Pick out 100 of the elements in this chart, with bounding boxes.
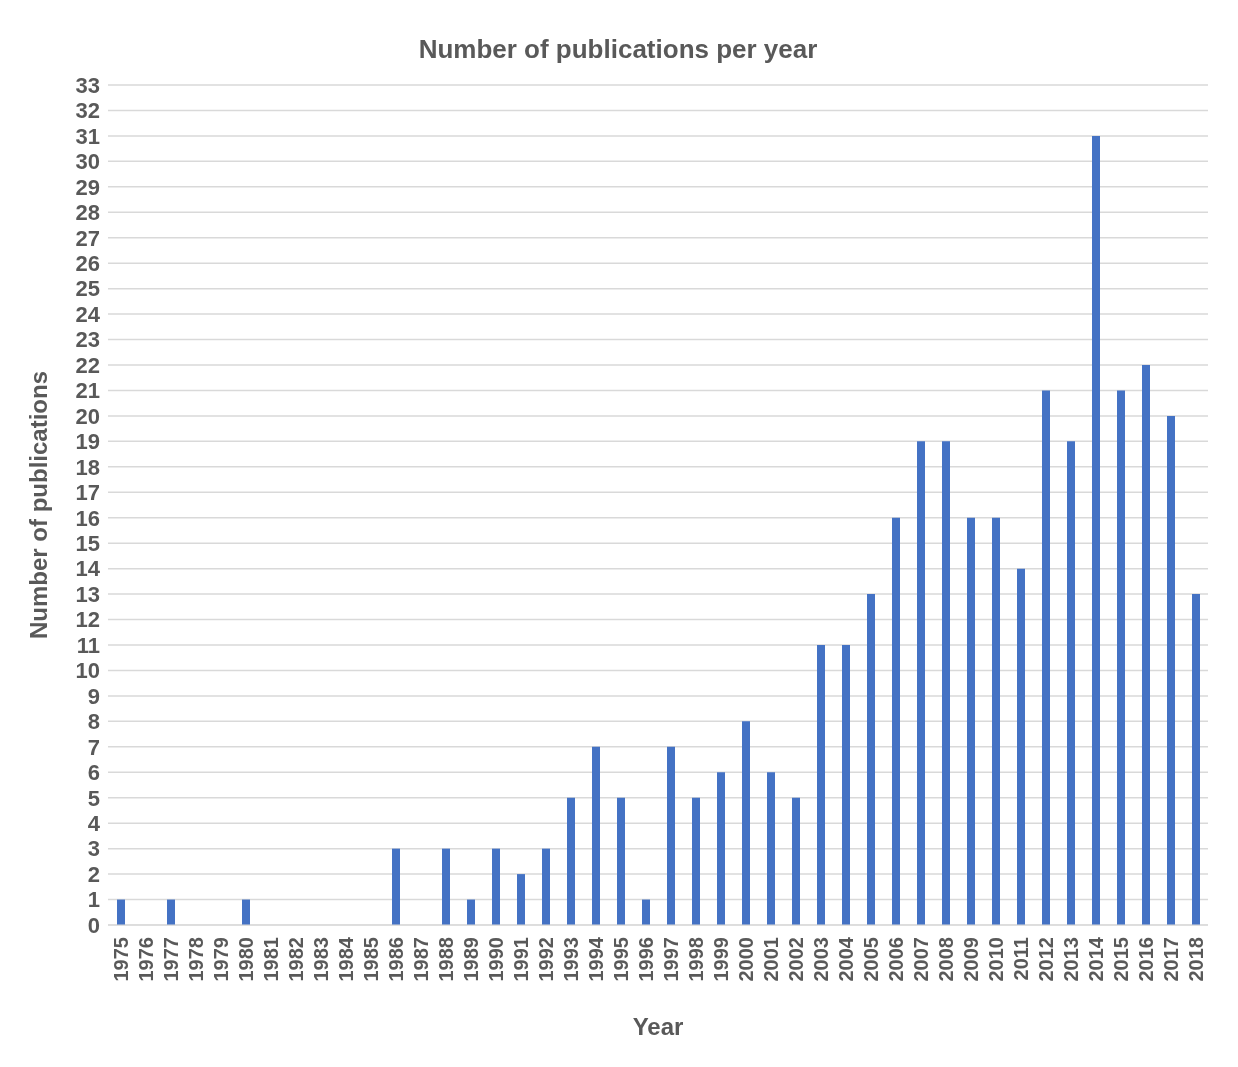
x-tick-label: 2012 bbox=[1034, 937, 1057, 982]
x-tick-label: 2016 bbox=[1134, 937, 1157, 982]
y-tick-label: 12 bbox=[75, 607, 100, 633]
bar bbox=[1167, 415, 1175, 925]
y-tick-label: 23 bbox=[75, 327, 100, 353]
bar bbox=[442, 848, 450, 925]
x-tick-label: 1999 bbox=[709, 937, 732, 982]
bar bbox=[642, 899, 650, 925]
bar bbox=[817, 645, 825, 925]
bar bbox=[1117, 390, 1125, 925]
x-tick-label: 1994 bbox=[584, 936, 607, 982]
bar bbox=[992, 517, 1000, 925]
y-tick-label: 6 bbox=[87, 760, 100, 786]
x-tick-label: 1997 bbox=[659, 937, 682, 982]
bar bbox=[242, 899, 250, 925]
y-tick-label: 10 bbox=[75, 658, 100, 684]
x-tick-label: 2000 bbox=[734, 937, 757, 982]
bar bbox=[1092, 135, 1100, 925]
y-tick-label: 15 bbox=[75, 530, 100, 556]
bar bbox=[792, 797, 800, 925]
x-tick-label: 2003 bbox=[809, 937, 832, 982]
bar bbox=[667, 746, 675, 925]
x-tick-label: 1985 bbox=[359, 937, 382, 982]
y-axis-title: Number of publications bbox=[24, 370, 52, 640]
x-tick-label: 1981 bbox=[259, 937, 282, 982]
x-tick-label: 2010 bbox=[984, 937, 1007, 982]
y-tick-label: 2 bbox=[87, 861, 100, 887]
bar bbox=[1067, 441, 1075, 925]
y-tick-label: 11 bbox=[76, 632, 100, 658]
bar bbox=[842, 645, 850, 925]
y-tick-label: 25 bbox=[75, 276, 100, 302]
y-tick-label: 16 bbox=[75, 505, 100, 531]
y-tick-label: 28 bbox=[75, 200, 100, 226]
y-tick-label: 32 bbox=[75, 98, 100, 124]
bar bbox=[1192, 594, 1200, 925]
bar bbox=[492, 848, 500, 925]
x-tick-label: 1980 bbox=[234, 937, 257, 982]
y-tick-label: 33 bbox=[75, 72, 100, 98]
x-tick-label: 1983 bbox=[309, 937, 332, 982]
x-tick-label: 1995 bbox=[609, 937, 632, 982]
y-tick-label: 3 bbox=[87, 836, 100, 862]
bar bbox=[167, 899, 175, 925]
y-tick-label: 24 bbox=[75, 301, 101, 327]
bar bbox=[392, 848, 400, 925]
y-tick-label: 7 bbox=[87, 734, 100, 760]
x-tick-label: 1982 bbox=[284, 937, 307, 982]
x-tick-label: 2002 bbox=[784, 937, 807, 982]
x-tick-label: 1979 bbox=[209, 937, 232, 982]
bar bbox=[467, 899, 475, 925]
bar bbox=[1142, 365, 1150, 925]
bar bbox=[1042, 390, 1050, 925]
x-tick-label: 2007 bbox=[909, 937, 932, 982]
x-tick-label: 2018 bbox=[1184, 937, 1207, 982]
x-tick-label: 1976 bbox=[134, 937, 157, 982]
x-tick-label: 2006 bbox=[884, 937, 907, 982]
bar bbox=[542, 848, 550, 925]
x-tick-label: 1977 bbox=[159, 937, 182, 982]
x-tick-label: 2015 bbox=[1109, 937, 1132, 982]
y-tick-label: 31 bbox=[75, 123, 100, 149]
bar bbox=[592, 746, 600, 925]
x-tick-label: 1986 bbox=[384, 937, 407, 982]
x-tick-label: 1975 bbox=[109, 937, 132, 982]
chart-title: Number of publications per year bbox=[417, 33, 819, 65]
x-tick-label: 2017 bbox=[1159, 937, 1182, 982]
bar bbox=[567, 797, 575, 925]
x-tick-label: 1992 bbox=[534, 937, 557, 982]
bar bbox=[867, 594, 875, 925]
bar bbox=[517, 874, 525, 925]
y-tick-label: 30 bbox=[75, 149, 100, 175]
bar bbox=[717, 772, 725, 925]
x-tick-label: 2014 bbox=[1084, 936, 1107, 982]
x-tick-label: 2005 bbox=[859, 937, 882, 982]
bar bbox=[692, 797, 700, 925]
y-tick-label: 18 bbox=[75, 454, 100, 480]
y-tick-label: 0 bbox=[87, 912, 100, 938]
x-tick-label: 1988 bbox=[434, 937, 457, 982]
x-tick-label: 2011 bbox=[1009, 937, 1032, 981]
x-tick-label: 2001 bbox=[759, 937, 782, 982]
y-tick-label: 20 bbox=[75, 403, 100, 429]
x-tick-label: 1991 bbox=[509, 937, 532, 982]
x-tick-label: 1984 bbox=[334, 936, 357, 982]
x-tick-label: 1978 bbox=[184, 937, 207, 982]
x-tick-label: 1987 bbox=[409, 937, 432, 982]
y-tick-label: 26 bbox=[75, 250, 100, 276]
y-tick-label: 13 bbox=[75, 581, 100, 607]
y-tick-label: 29 bbox=[75, 174, 100, 200]
bar bbox=[942, 441, 950, 925]
x-tick-label: 2013 bbox=[1059, 937, 1082, 982]
y-tick-label: 9 bbox=[87, 683, 100, 709]
y-tick-label: 19 bbox=[75, 429, 100, 455]
x-tick-label: 1993 bbox=[559, 937, 582, 982]
x-tick-label: 2004 bbox=[834, 936, 857, 982]
bar bbox=[117, 899, 125, 925]
x-axis-title: Year bbox=[632, 1013, 684, 1040]
x-tick-label: 2009 bbox=[959, 937, 982, 982]
x-tick-label: 1996 bbox=[634, 937, 657, 982]
x-tick-label: 1998 bbox=[684, 937, 707, 982]
y-tick-label: 14 bbox=[75, 556, 101, 582]
y-tick-label: 5 bbox=[87, 785, 100, 811]
bar bbox=[967, 517, 975, 925]
